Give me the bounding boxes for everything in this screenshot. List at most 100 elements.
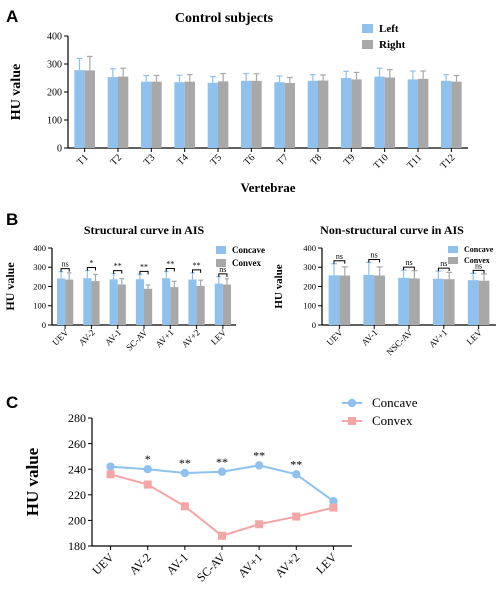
x-tick-label: T8 bbox=[308, 152, 324, 168]
legend-label: Concave bbox=[232, 245, 265, 255]
data-point bbox=[106, 462, 115, 471]
legend-swatch bbox=[448, 246, 458, 253]
panel-label-a: A bbox=[6, 7, 18, 26]
significance-label: ** bbox=[216, 455, 228, 469]
y-tick-label: 400 bbox=[33, 243, 46, 253]
bar bbox=[151, 81, 162, 148]
bar bbox=[107, 77, 118, 148]
y-tick-label: 0 bbox=[42, 320, 46, 330]
bar bbox=[418, 78, 429, 148]
significance-label: ** bbox=[193, 261, 201, 270]
significance-label: ns bbox=[405, 258, 412, 267]
bar bbox=[384, 77, 395, 148]
bar bbox=[117, 284, 126, 325]
x-tick-label: T1 bbox=[75, 152, 91, 168]
panel-label-b: B bbox=[6, 210, 18, 229]
y-tick-label: 280 bbox=[68, 411, 86, 425]
data-point bbox=[254, 461, 264, 470]
y-tick-label: 0 bbox=[312, 320, 316, 330]
x-tick-label: T5 bbox=[208, 152, 224, 168]
legend-label: Convex bbox=[464, 256, 490, 265]
significance-label: * bbox=[89, 259, 93, 268]
x-tick-label: LEV bbox=[313, 550, 340, 577]
bar bbox=[144, 288, 153, 325]
bar bbox=[443, 279, 455, 325]
y-tick-label: 200 bbox=[33, 281, 46, 291]
bar bbox=[328, 275, 340, 325]
bar bbox=[74, 70, 85, 148]
data-point bbox=[292, 470, 301, 479]
bar bbox=[274, 82, 285, 148]
x-tick-label: AV+1 bbox=[235, 550, 265, 580]
legend-marker bbox=[348, 417, 356, 425]
bar bbox=[141, 81, 152, 148]
bar bbox=[56, 278, 66, 325]
data-point bbox=[329, 503, 338, 512]
x-tick-label: T7 bbox=[275, 152, 291, 168]
bar bbox=[407, 79, 418, 148]
legend-swatch bbox=[448, 257, 458, 264]
x-tick-label: UEV bbox=[89, 550, 117, 578]
bar bbox=[184, 81, 195, 148]
x-tick-label: T10 bbox=[372, 152, 391, 171]
x-tick-label: AV-1 bbox=[359, 327, 379, 347]
bar bbox=[398, 277, 409, 325]
y-tick-label: 260 bbox=[68, 437, 86, 451]
y-tick-label: 200 bbox=[303, 281, 316, 291]
significance-bracket bbox=[139, 270, 149, 275]
bar bbox=[251, 80, 262, 148]
significance-label: ns bbox=[62, 260, 69, 269]
significance-label: ns bbox=[336, 252, 343, 261]
x-tick-label: AV-2 bbox=[77, 327, 97, 347]
significance-bracket bbox=[472, 269, 485, 274]
legend-label: Concave bbox=[372, 395, 418, 410]
significance-label: * bbox=[145, 452, 151, 466]
significance-label: ns bbox=[475, 261, 482, 270]
bar bbox=[341, 78, 352, 148]
data-point bbox=[329, 497, 338, 506]
bar bbox=[83, 278, 92, 325]
significance-bracket bbox=[368, 258, 381, 263]
bar bbox=[135, 279, 144, 325]
x-tick-label: AV-1 bbox=[164, 550, 191, 577]
significance-label: ** bbox=[290, 457, 302, 471]
data-point bbox=[180, 468, 190, 478]
x-tick-label: SC-AV bbox=[194, 550, 229, 585]
legend-marker bbox=[347, 398, 357, 408]
data-point bbox=[143, 465, 152, 474]
y-axis-label: HU value bbox=[273, 264, 285, 308]
y-tick-label: 220 bbox=[68, 488, 86, 502]
y-tick-label: 0 bbox=[57, 144, 62, 155]
bar bbox=[170, 287, 179, 325]
y-tick-label: 240 bbox=[68, 462, 86, 476]
x-tick-label: AV-1 bbox=[103, 327, 123, 347]
x-tick-label: LEV bbox=[209, 327, 229, 347]
significance-bracket bbox=[403, 266, 415, 271]
significance-label: ns bbox=[219, 265, 226, 274]
x-axis-label: Vertebrae bbox=[240, 180, 295, 195]
x-tick-label: T4 bbox=[175, 152, 191, 168]
y-tick-label: 200 bbox=[68, 514, 86, 528]
panel-label-c: C bbox=[6, 393, 18, 412]
bar bbox=[441, 80, 452, 148]
significance-bracket bbox=[218, 273, 228, 277]
legend-label: Convex bbox=[232, 258, 261, 268]
x-tick-label: T9 bbox=[342, 152, 358, 168]
x-tick-label: AV+2 bbox=[272, 550, 302, 580]
bar bbox=[91, 281, 100, 325]
bar bbox=[207, 82, 218, 148]
legend-label: Convex bbox=[372, 413, 413, 428]
bar bbox=[174, 82, 185, 148]
data-point bbox=[218, 531, 226, 540]
x-tick-label: AV-2 bbox=[126, 550, 153, 577]
y-tick-label: 100 bbox=[47, 116, 62, 127]
x-tick-label: T12 bbox=[438, 152, 457, 171]
x-tick-label: SC-AV bbox=[124, 327, 150, 353]
significance-bracket bbox=[165, 267, 175, 272]
significance-bracket bbox=[191, 269, 202, 273]
x-tick-label: UEV bbox=[50, 327, 71, 348]
chart-line-comparison: 180 200 220 240 260 280 UEV AV-2 AV-1 SC-AV AV+1 AV… bbox=[23, 395, 418, 584]
y-tick-label: 400 bbox=[303, 243, 316, 253]
data-point bbox=[180, 502, 189, 511]
chart-control-subjects: 0 100 200 300 400 T1 T2 T3 T4 T5 T6 T7 T8 T9 T10 T11 T12… bbox=[9, 11, 468, 195]
